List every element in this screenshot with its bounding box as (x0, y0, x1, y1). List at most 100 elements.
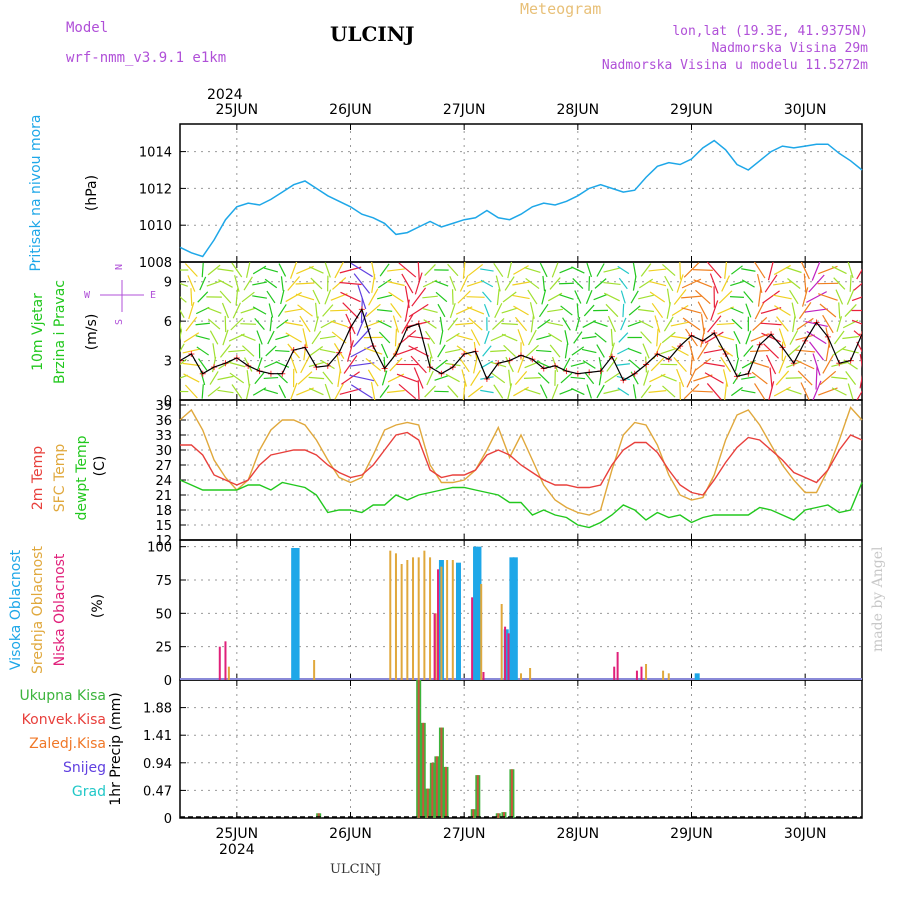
wind-arrow (754, 301, 765, 320)
wind-arrow (806, 291, 827, 303)
wind-arrow (596, 344, 605, 358)
wind-arrow (357, 284, 367, 310)
wind-arrow (787, 345, 801, 357)
cloud-bar (473, 546, 479, 680)
wind-arrow (560, 305, 573, 316)
wind-arrow (603, 292, 620, 302)
wind-arrow (266, 290, 276, 304)
wind-arrow (671, 304, 689, 317)
wind-arrow (212, 343, 216, 359)
wind-arrow (240, 323, 257, 325)
wind-arrow (812, 353, 821, 376)
mid-cloud-label: Srednja Oblacnost (30, 546, 46, 674)
wind-arrow (201, 262, 204, 278)
wind-arrow (733, 330, 741, 345)
cloud-bar (455, 562, 461, 680)
wind-arrow (187, 275, 196, 292)
precip-conv-bar (497, 813, 500, 818)
wind-arrow (410, 355, 427, 374)
cloud-bar (451, 560, 454, 680)
wind-arrow (468, 263, 484, 277)
y-tick-label: 0 (164, 812, 172, 827)
wind-arrow (773, 386, 791, 397)
wind-arrow (285, 291, 302, 303)
high-cloud-label: Visoka Oblacnost (8, 549, 24, 670)
wind-arrow (394, 328, 398, 347)
wind-arrow (466, 280, 485, 287)
wind-arrow (243, 276, 253, 291)
cloud-bar (507, 633, 510, 680)
precip-conv-bar (440, 727, 443, 818)
wind-arrow (663, 316, 674, 332)
wind-arrow (607, 315, 616, 333)
wind-arrow (252, 306, 267, 315)
wind-arrow (199, 276, 207, 291)
wind-arrow (548, 332, 563, 343)
wind-arrow (593, 293, 608, 301)
wind-arrow (350, 262, 373, 278)
wind-arrow (364, 347, 383, 355)
wind-arrow (811, 262, 821, 281)
wind-arrow (773, 281, 792, 286)
wind-arrow (547, 321, 563, 327)
pressure-unit: (hPa) (84, 175, 100, 211)
wind-arrow (224, 315, 227, 333)
wind-arrow (289, 262, 298, 279)
wind-arrow (834, 330, 845, 345)
wind-arrow (542, 275, 546, 292)
wind-arrow (676, 368, 685, 388)
wind-arrow (785, 388, 802, 395)
wind-arrow (571, 346, 585, 356)
wind-arrow (439, 330, 444, 345)
wind-arrow (682, 317, 701, 331)
wind-arrow (628, 305, 641, 316)
wind-arrow (683, 262, 700, 278)
wind-arrow (493, 262, 504, 278)
wind-arrow (480, 268, 494, 272)
wind-arrow (731, 318, 743, 330)
wind-arrow (232, 302, 241, 319)
cloud-bar (694, 673, 700, 680)
wind-arrow (315, 302, 318, 319)
wind-arrow (195, 322, 210, 326)
wind-arrow (435, 359, 448, 370)
wind-arrow (339, 266, 362, 274)
wind-arrow (341, 371, 360, 385)
wind-arrow (311, 330, 322, 345)
wind-arrow (240, 307, 256, 314)
y-tick-label: 6 (164, 315, 172, 330)
cloud-bar (504, 626, 507, 680)
wind-arrow (853, 282, 862, 291)
wind-arrow (240, 333, 256, 342)
wind-arrow (206, 280, 222, 287)
bottom-date-label: 25JUN (215, 826, 258, 842)
wind-arrow (648, 268, 667, 272)
wind-arrow (180, 329, 183, 341)
wind-arrow (221, 302, 230, 319)
wind-arrow (538, 303, 549, 318)
wind-arrow (184, 384, 198, 399)
wind-arrow (263, 267, 279, 273)
wind-arrow (209, 371, 219, 385)
wind-arrow (390, 303, 402, 318)
wind-arrow (340, 291, 361, 303)
wind-arrow (853, 330, 862, 339)
wind-arrow (695, 289, 711, 305)
y-tick-label: 0 (164, 674, 172, 689)
wind-arrow (797, 370, 813, 386)
wind-arrow (423, 319, 437, 329)
y-tick-label: 21 (155, 489, 172, 504)
wind-arrow (339, 388, 362, 395)
wind-arrow (231, 384, 243, 399)
wind-arrow (256, 357, 263, 372)
wind-arrow (743, 345, 754, 357)
precip-legend-label: Ukupna Kisa (19, 688, 106, 704)
wind-arrow (491, 372, 506, 384)
wind-arrow (379, 385, 390, 398)
wind-arrow (337, 369, 342, 387)
wind-arrow (517, 329, 525, 346)
wind-arrow (656, 328, 659, 347)
y-tick-label: 1.88 (143, 702, 172, 717)
wind-arrow (376, 309, 393, 312)
